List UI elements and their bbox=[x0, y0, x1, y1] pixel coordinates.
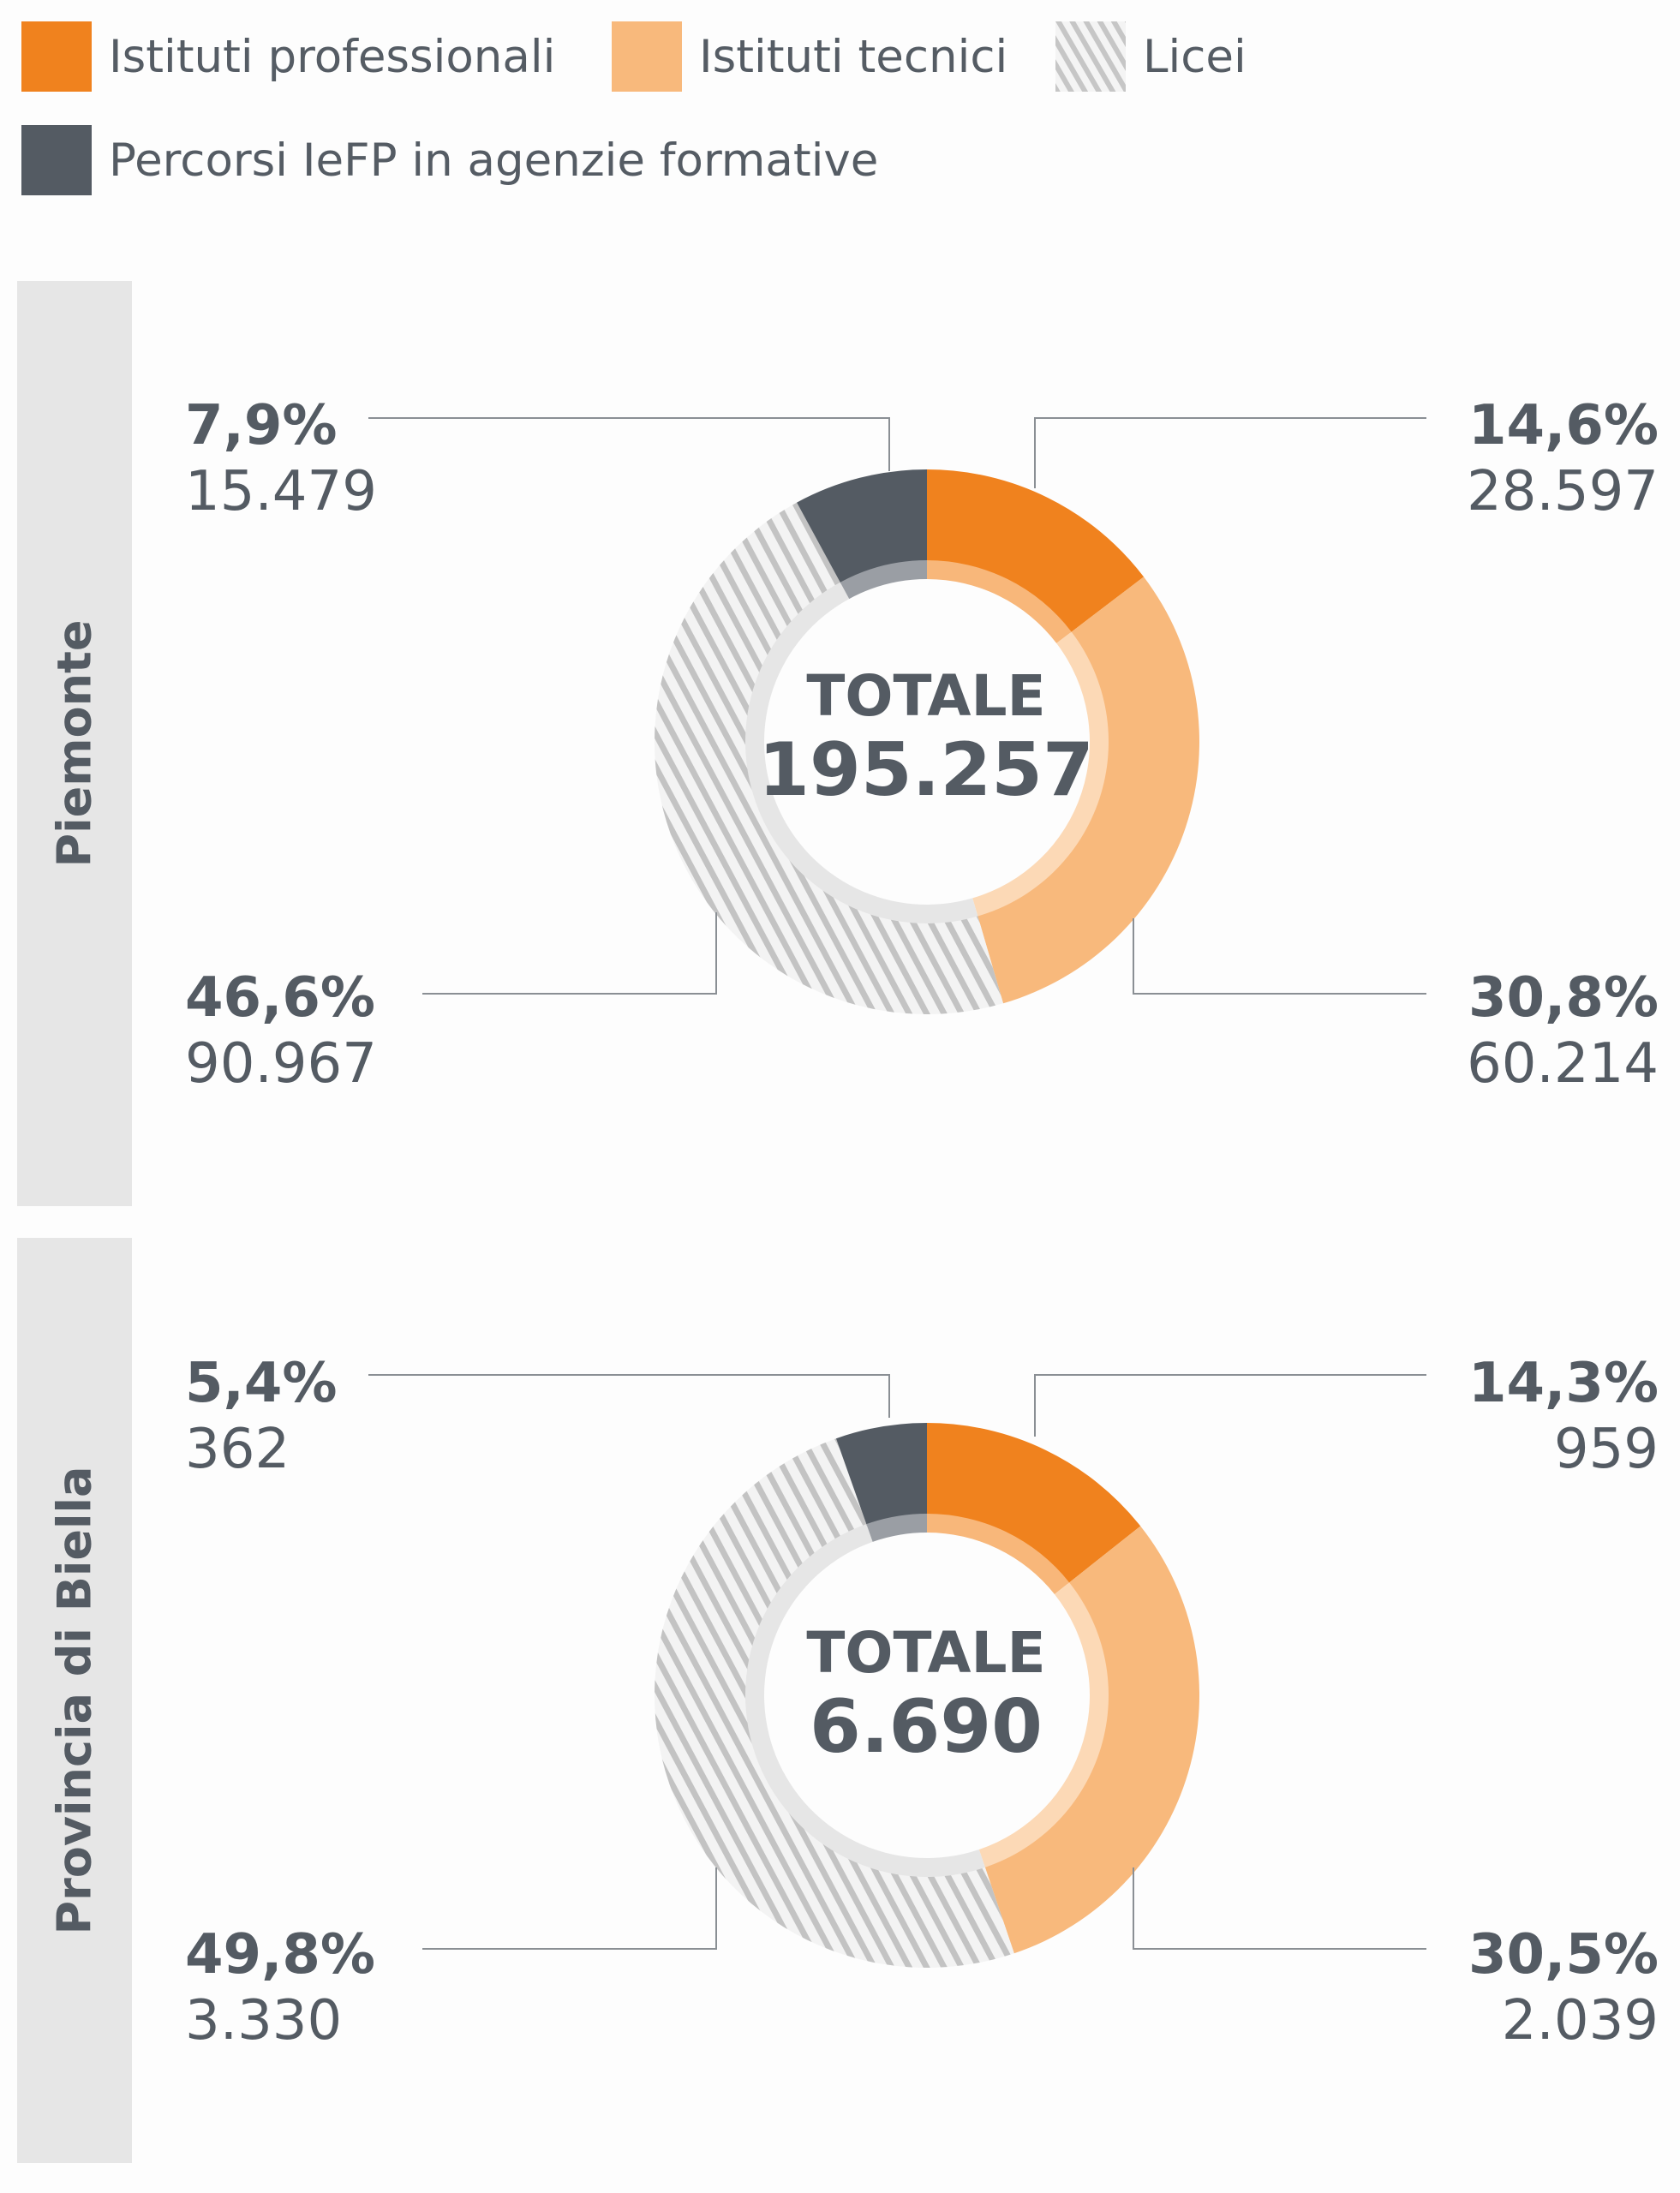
legend-swatch-dark bbox=[21, 125, 92, 195]
donut-slice-iefp bbox=[835, 1423, 927, 1527]
donut-slice-professionali bbox=[927, 469, 1145, 633]
donut-inner-ring-professionali bbox=[927, 1514, 1070, 1594]
legend-label: Licei bbox=[1143, 30, 1247, 83]
pct-label-licei: 46,6% bbox=[185, 966, 376, 1030]
count-label-tecnici: 60.214 bbox=[1467, 1032, 1659, 1096]
legend-label: Istituti tecnici bbox=[699, 30, 1008, 83]
donut-slice-tecnici bbox=[984, 1526, 1199, 1954]
count-label-professionali: 28.597 bbox=[1467, 460, 1659, 523]
chart-center-label: TOTALE 6.690 bbox=[755, 1620, 1097, 1770]
count-label-licei: 3.330 bbox=[185, 1989, 343, 2053]
legend-swatch-hatched bbox=[1055, 21, 1126, 92]
pct-label-professionali: 14,6% bbox=[1468, 394, 1659, 457]
donut-slice-licei bbox=[655, 502, 1004, 1014]
leader-line-tecnici bbox=[1133, 918, 1426, 995]
pct-label-tecnici: 30,5% bbox=[1468, 1923, 1659, 1987]
count-label-professionali: 959 bbox=[1553, 1418, 1659, 1481]
leader-line-iefp bbox=[368, 417, 890, 471]
donut-inner-ring-iefp bbox=[840, 560, 927, 600]
count-label-tecnici: 2.039 bbox=[1501, 1989, 1659, 2053]
total-value: 6.690 bbox=[809, 1684, 1043, 1770]
leader-line-professionali bbox=[1034, 417, 1426, 488]
donut-chart-piemonte bbox=[368, 417, 1426, 1014]
legend-label: Percorsi IeFP in agenzie formative bbox=[109, 134, 879, 187]
region-band-biella: Provincia di Biella bbox=[17, 1238, 132, 2163]
legend-item-professionali: Istituti professionali bbox=[21, 21, 555, 92]
leader-line-tecnici bbox=[1133, 1867, 1426, 1950]
legend-swatch-orange bbox=[21, 21, 92, 92]
pct-label-professionali: 14,3% bbox=[1468, 1352, 1659, 1415]
legend-item-tecnici: Istituti tecnici bbox=[612, 21, 1007, 92]
legend-item-iefp: Percorsi IeFP in agenzie formative bbox=[21, 125, 878, 195]
pct-label-tecnici: 30,8% bbox=[1468, 966, 1659, 1030]
leader-line-licei bbox=[422, 1867, 717, 1950]
legend-item-licei: Licei bbox=[1055, 21, 1247, 92]
leader-line-iefp bbox=[368, 1374, 890, 1418]
count-label-iefp: 15.479 bbox=[185, 460, 377, 523]
donut-slice-professionali bbox=[927, 1423, 1141, 1584]
region-band-piemonte: Piemonte bbox=[17, 281, 132, 1206]
total-label: TOTALE bbox=[806, 1620, 1046, 1686]
legend-label: Istituti professionali bbox=[109, 30, 556, 83]
donut-slice-tecnici bbox=[977, 577, 1199, 1004]
donut-slice-iefp bbox=[797, 469, 927, 584]
count-label-licei: 90.967 bbox=[185, 1032, 377, 1096]
legend-swatch-light-orange bbox=[612, 21, 682, 92]
chart-center-label: TOTALE 195.257 bbox=[755, 663, 1097, 813]
count-label-iefp: 362 bbox=[185, 1418, 290, 1481]
pct-label-iefp: 7,9% bbox=[185, 394, 338, 457]
donut-inner-ring-tecnici bbox=[972, 631, 1109, 917]
pct-label-iefp: 5,4% bbox=[185, 1352, 338, 1415]
total-value: 195.257 bbox=[758, 727, 1094, 813]
total-label: TOTALE bbox=[806, 663, 1046, 729]
pct-label-licei: 49,8% bbox=[185, 1923, 376, 1987]
leader-line-licei bbox=[422, 912, 717, 995]
leader-line-professionali bbox=[1034, 1374, 1426, 1437]
donut-inner-ring-tecnici bbox=[978, 1582, 1109, 1867]
donut-inner-ring-professionali bbox=[927, 560, 1072, 643]
donut-inner-ring-iefp bbox=[866, 1514, 927, 1542]
donut-slice-licei bbox=[655, 1438, 1014, 1968]
donut-chart-biella bbox=[368, 1374, 1426, 1968]
